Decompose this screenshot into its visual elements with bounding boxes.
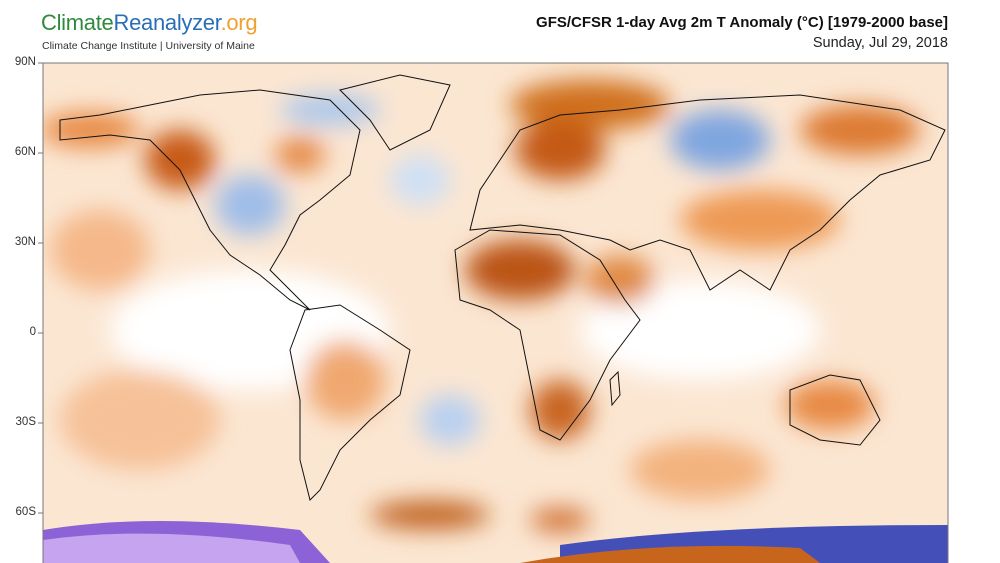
coastlines: [59, 74, 946, 501]
lat-label-0: 0: [29, 326, 36, 338]
lat-label-30n: 30N: [14, 236, 36, 248]
lat-label-60n: 60N: [14, 146, 36, 158]
lat-label-60s: 60S: [15, 506, 36, 518]
logo-part: Climate: [41, 10, 114, 35]
map-date: Sunday, Jul 29, 2018: [812, 35, 948, 51]
madagascar-outline: [609, 370, 621, 407]
lat-ticks: [38, 62, 43, 514]
lat-label-30s: 30S: [15, 416, 36, 428]
lat-label-90n: 90N: [14, 56, 36, 68]
map-title: GFS/CFSR 1-day Avg 2m T Anomaly (°C) [19…: [536, 14, 948, 31]
climate-reanalyzer-logo[interactable]: ClimateReanalyzer.org: [41, 10, 258, 36]
anomaly-field: [43, 63, 948, 563]
eurasia-outline: [469, 94, 946, 291]
australia-outline: [789, 374, 881, 446]
map-frame: [42, 62, 949, 563]
greenland-outline: [339, 74, 451, 151]
africa-outline: [454, 229, 641, 441]
logo-part: Reanalyzer: [113, 10, 221, 35]
south-america-outline: [289, 304, 411, 501]
north-america-outline: [59, 89, 361, 311]
logo-part: .org: [220, 10, 258, 35]
institute-subtitle: Climate Change Institute | University of…: [42, 40, 255, 52]
